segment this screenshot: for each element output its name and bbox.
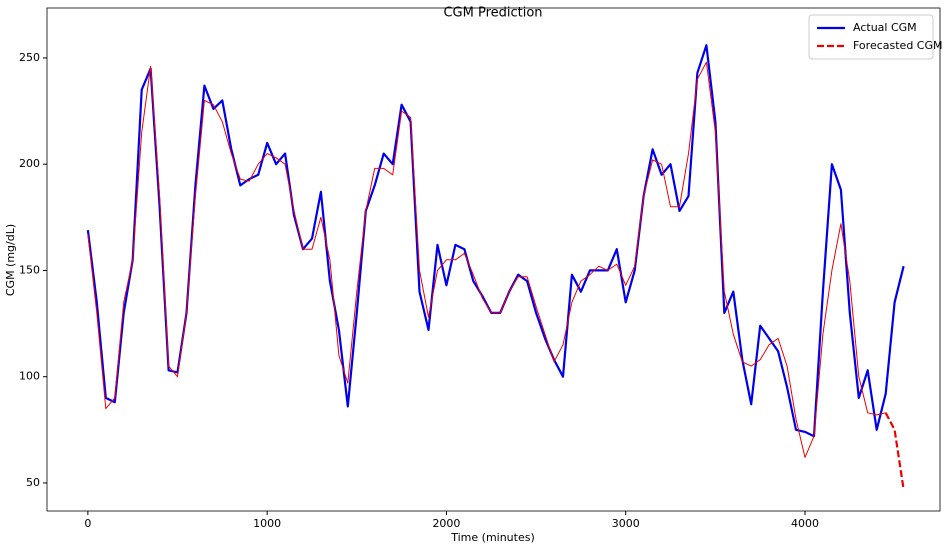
y-tick-label: 100 <box>19 370 40 383</box>
chart-title: CGM Prediction <box>443 6 542 21</box>
plot-frame <box>46 7 941 512</box>
x-axis-label: Time (minutes) <box>450 531 535 544</box>
y-axis-label: CGM (mg/dL) <box>4 224 17 296</box>
legend-box <box>808 14 934 60</box>
series-line <box>87 61 886 458</box>
x-tick-label: 1000 <box>253 517 281 530</box>
y-tick-label: 50 <box>26 476 40 489</box>
x-tick-label: 2000 <box>432 517 460 530</box>
legend-label: Actual CGM <box>853 21 917 34</box>
y-tick-label: 250 <box>19 51 40 64</box>
series-line <box>884 412 905 490</box>
x-tick-label: 0 <box>84 517 91 530</box>
x-tick-label: 4000 <box>791 517 819 530</box>
x-tick-label: 3000 <box>612 517 640 530</box>
legend-label: Forecasted CGM <box>853 39 943 52</box>
y-tick-label: 150 <box>19 263 40 276</box>
y-tick-label: 200 <box>19 157 40 170</box>
series-line <box>86 44 905 438</box>
